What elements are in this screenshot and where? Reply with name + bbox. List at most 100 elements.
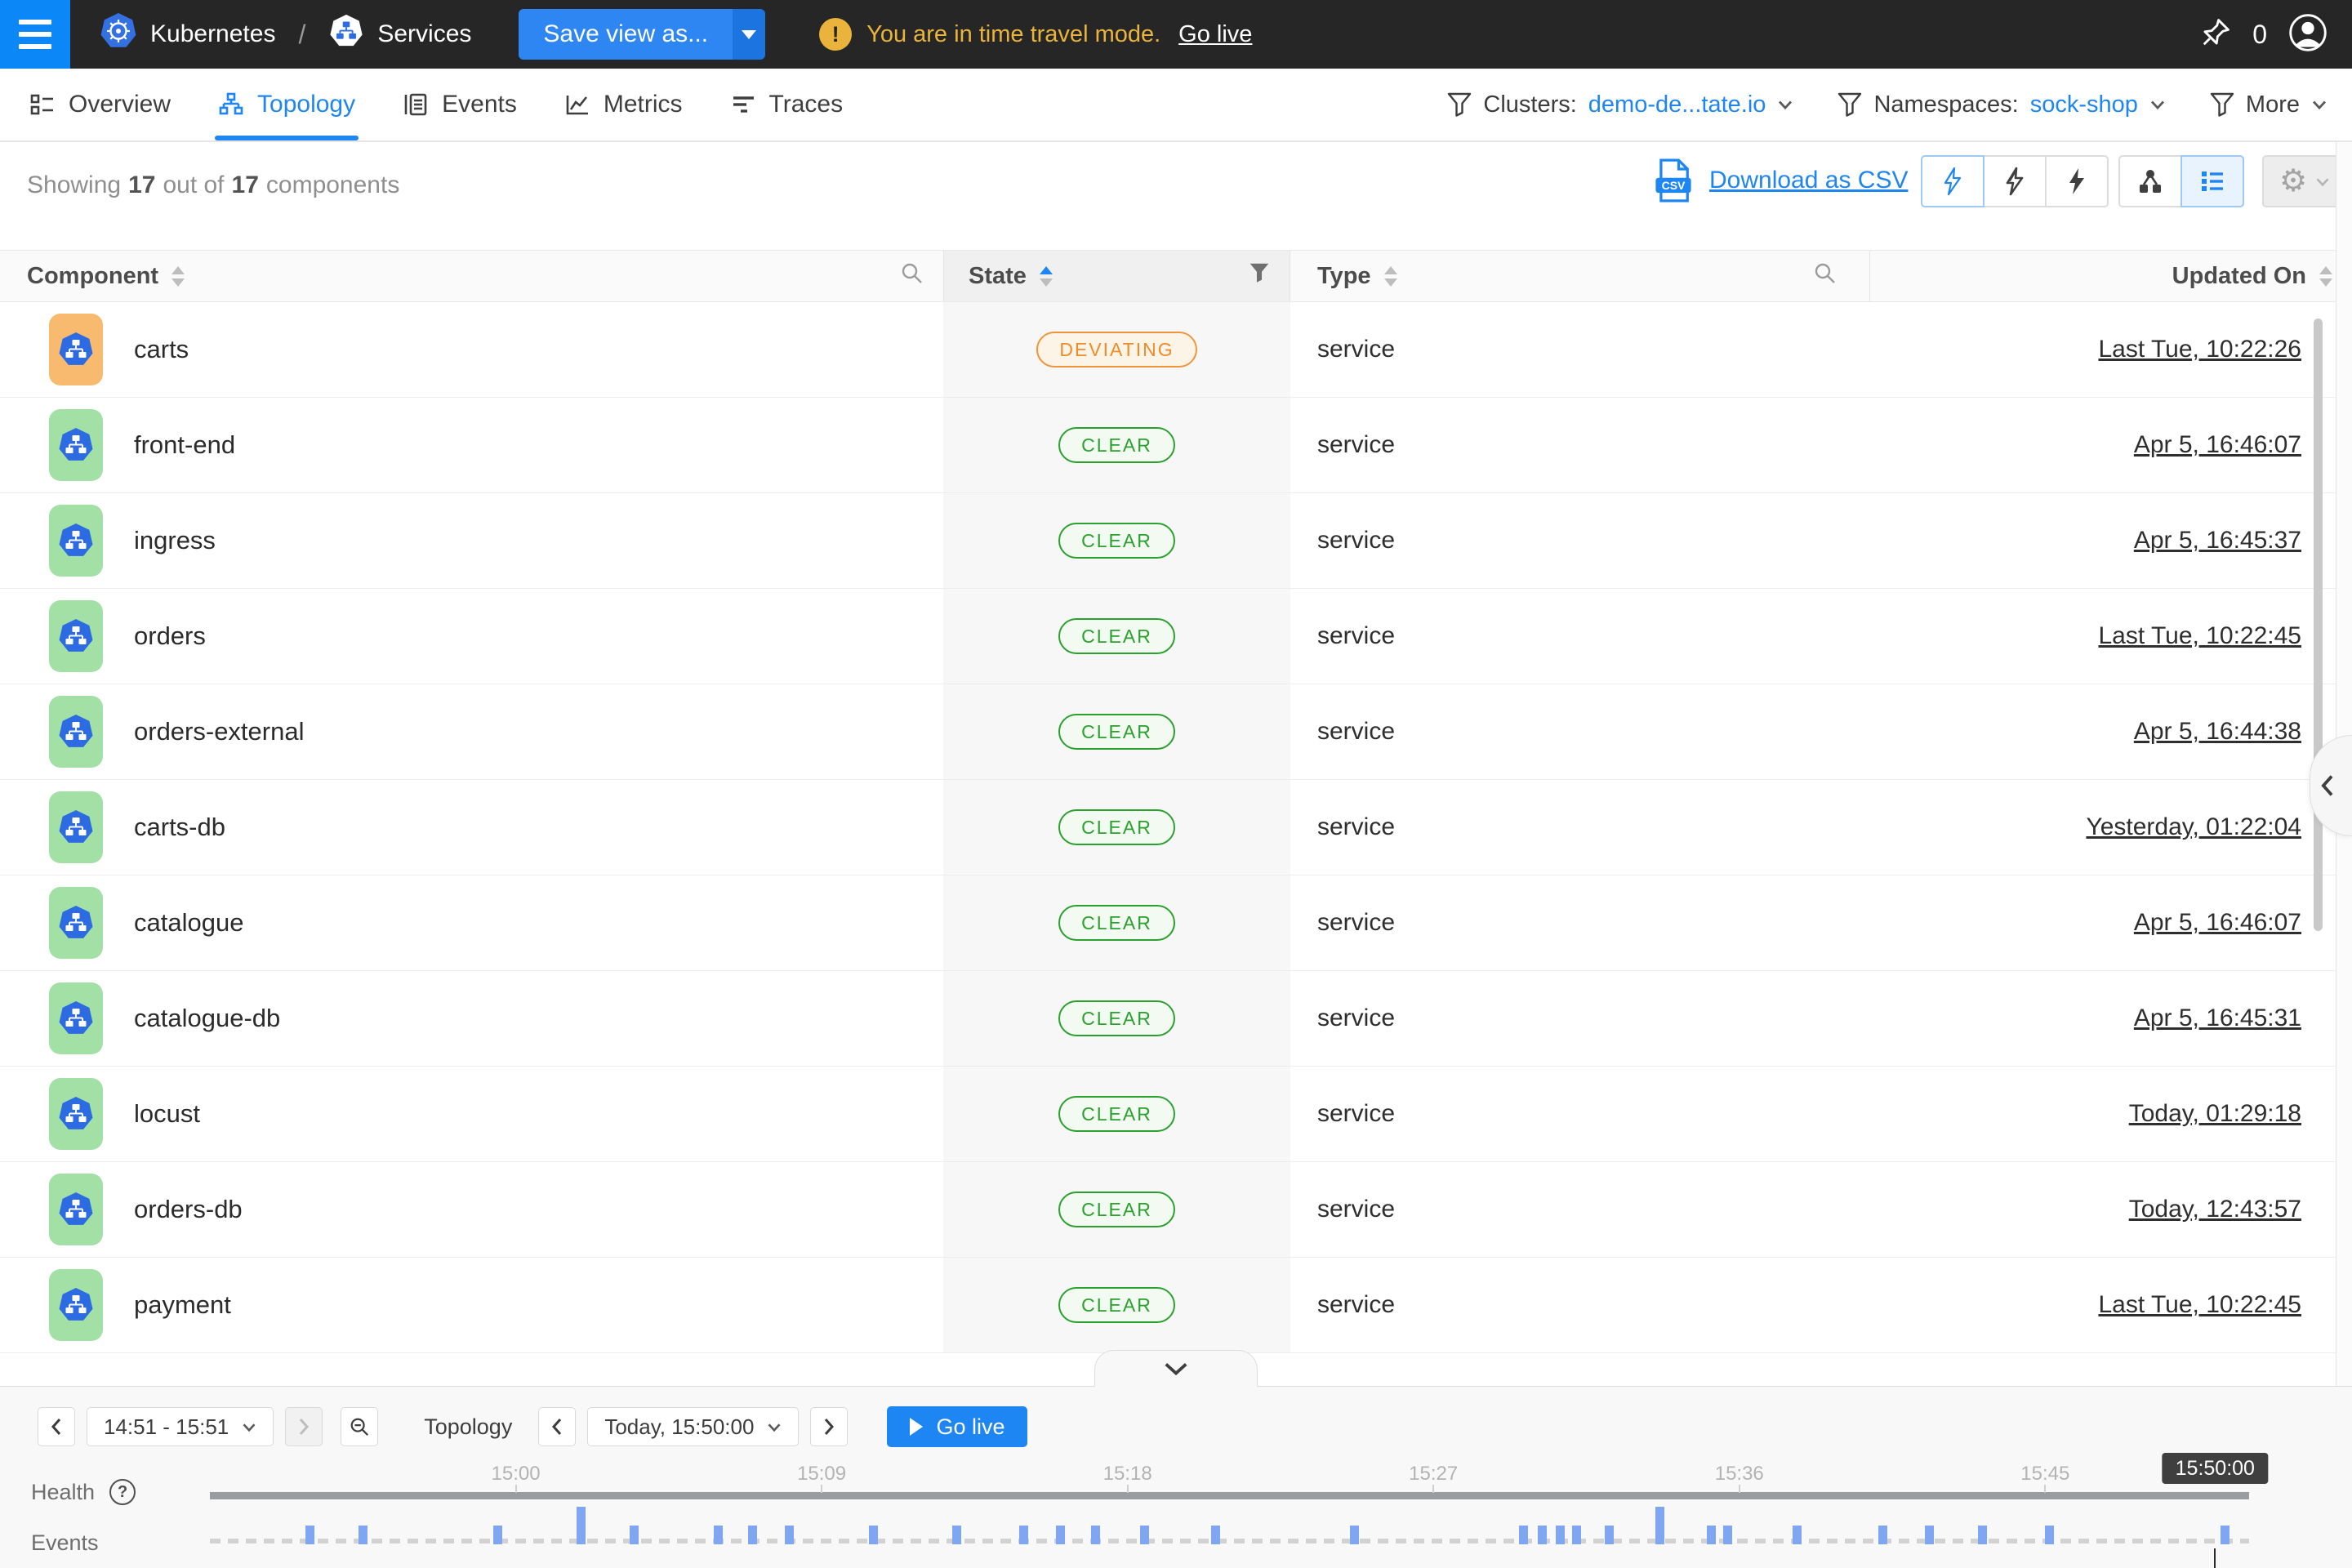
timeline-controls: 14:51 - 15:51 Topology Today, 15:50:00 xyxy=(38,1406,1028,1447)
table-row[interactable]: front-end CLEAR service Apr 5, 16:46:07 xyxy=(0,398,2352,493)
table-row[interactable]: orders-external CLEAR service Apr 5, 16:… xyxy=(0,684,2352,780)
updated-on-link[interactable]: Apr 5, 16:44:38 xyxy=(2133,718,2301,745)
service-component-icon xyxy=(49,1078,103,1150)
health-timeline-bar[interactable] xyxy=(210,1492,2249,1499)
component-name[interactable]: catalogue-db xyxy=(134,1004,281,1032)
health-filter-critical-button[interactable] xyxy=(2045,155,2109,207)
component-name[interactable]: payment xyxy=(134,1290,231,1319)
table-row[interactable]: carts DEVIATING service Last Tue, 10:22:… xyxy=(0,302,2352,398)
save-view-as-button[interactable]: Save view as... xyxy=(519,9,733,60)
tab-events[interactable]: Events xyxy=(403,69,517,140)
updated-on-link[interactable]: Apr 5, 16:45:37 xyxy=(2133,527,2301,554)
state-cell: DEVIATING xyxy=(943,302,1290,397)
component-name[interactable]: locust xyxy=(134,1099,200,1128)
range-back-button[interactable] xyxy=(38,1407,75,1446)
sort-toggle[interactable] xyxy=(172,265,185,287)
updated-on-link[interactable]: Apr 5, 16:46:07 xyxy=(2133,909,2301,936)
updated-cell: Today, 01:29:18 xyxy=(1870,1067,2352,1161)
tab-traces[interactable]: Traces xyxy=(730,69,843,140)
kubernetes-logo-icon xyxy=(100,12,137,56)
table-body: carts DEVIATING service Last Tue, 10:22:… xyxy=(0,302,2352,1353)
chevron-left-icon xyxy=(2321,775,2333,796)
search-icon[interactable] xyxy=(1812,261,1837,292)
table-row[interactable]: orders CLEAR service Last Tue, 10:22:45 xyxy=(0,589,2352,684)
time-back-button[interactable] xyxy=(538,1407,577,1446)
topology-view-button[interactable] xyxy=(2118,155,2182,207)
go-live-button[interactable]: Go live xyxy=(887,1406,1028,1447)
updated-on-link[interactable]: Today, 01:29:18 xyxy=(2128,1100,2301,1127)
component-name[interactable]: orders xyxy=(134,621,206,650)
vertical-scrollbar[interactable] xyxy=(2314,318,2323,931)
download-csv-link[interactable]: CSV Download as CSV xyxy=(1652,158,1908,203)
column-header-updated-on[interactable]: Updated On xyxy=(1870,251,2352,301)
avatar[interactable] xyxy=(2288,13,2328,56)
time-travel-text: You are in time travel mode. xyxy=(866,20,1161,47)
filter-funnel-filled-icon[interactable] xyxy=(1249,261,1270,291)
column-header-type[interactable]: Type xyxy=(1290,251,1870,301)
type-cell: service xyxy=(1317,1004,1396,1031)
updated-on-link[interactable]: Today, 12:43:57 xyxy=(2128,1196,2301,1223)
list-view-button[interactable] xyxy=(2180,155,2244,207)
component-name[interactable]: carts xyxy=(134,335,189,363)
hamburger-menu-button[interactable] xyxy=(0,0,70,69)
type-cell: service xyxy=(1317,431,1396,458)
search-icon[interactable] xyxy=(899,261,924,292)
tab-overview[interactable]: Overview xyxy=(29,69,171,140)
settings-button[interactable]: ⚙ xyxy=(2262,155,2347,207)
event-bar xyxy=(1211,1526,1221,1544)
component-name[interactable]: ingress xyxy=(134,526,216,555)
zoom-out-button[interactable] xyxy=(341,1407,379,1446)
time-forward-button[interactable] xyxy=(810,1407,849,1446)
component-name[interactable]: front-end xyxy=(134,430,236,459)
column-header-state[interactable]: State xyxy=(943,251,1290,301)
help-icon[interactable]: ? xyxy=(109,1479,136,1505)
go-live-link[interactable]: Go live xyxy=(1178,20,1253,47)
tab-metrics[interactable]: Metrics xyxy=(564,69,683,140)
state-cell: CLEAR xyxy=(943,398,1290,492)
sort-toggle[interactable] xyxy=(1383,265,1397,287)
save-view-as-caret-button[interactable] xyxy=(733,9,766,60)
component-name[interactable]: orders-db xyxy=(134,1195,243,1223)
chevron-down-icon xyxy=(243,1423,256,1432)
table-row[interactable]: ingress CLEAR service Apr 5, 16:45:37 xyxy=(0,493,2352,589)
component-name[interactable]: orders-external xyxy=(134,717,305,746)
updated-cell: Today, 12:43:57 xyxy=(1870,1162,2352,1257)
updated-on-link[interactable]: Last Tue, 10:22:45 xyxy=(2098,1291,2301,1318)
time-range-select[interactable]: 14:51 - 15:51 xyxy=(87,1407,274,1446)
table-row[interactable]: locust CLEAR service Today, 01:29:18 xyxy=(0,1067,2352,1162)
column-header-component[interactable]: Component xyxy=(0,251,943,301)
chevron-down-icon xyxy=(1779,100,1793,110)
updated-on-link[interactable]: Yesterday, 01:22:04 xyxy=(2086,813,2301,840)
health-filter-deviating-button[interactable] xyxy=(1983,155,2047,207)
filter-clusters[interactable]: Clusters: demo-de...tate.io xyxy=(1447,91,1793,118)
state-badge: DEVIATING xyxy=(1036,332,1197,368)
filter-more[interactable]: More xyxy=(2210,91,2328,118)
table-row[interactable]: orders-db CLEAR service Today, 12:43:57 xyxy=(0,1162,2352,1258)
event-bar xyxy=(359,1526,368,1544)
updated-on-link[interactable]: Apr 5, 16:46:07 xyxy=(2133,431,2301,458)
updated-on-link[interactable]: Apr 5, 16:45:31 xyxy=(2133,1004,2301,1031)
events-timeline-track[interactable] xyxy=(210,1539,2249,1544)
component-name[interactable]: catalogue xyxy=(134,908,244,937)
tab-topology[interactable]: Topology xyxy=(215,69,359,140)
breadcrumb-kubernetes[interactable]: Kubernetes xyxy=(100,12,275,56)
breadcrumb-kubernetes-label: Kubernetes xyxy=(150,20,276,47)
health-filter-all-button[interactable] xyxy=(1921,155,1984,207)
filter-namespaces[interactable]: Namespaces: sock-shop xyxy=(1838,91,2165,118)
table-row[interactable]: carts-db CLEAR service Yesterday, 01:22:… xyxy=(0,780,2352,875)
table-row[interactable]: payment CLEAR service Last Tue, 10:22:45 xyxy=(0,1258,2352,1353)
table-row[interactable]: catalogue-db CLEAR service Apr 5, 16:45:… xyxy=(0,971,2352,1067)
table-row[interactable]: catalogue CLEAR service Apr 5, 16:46:07 xyxy=(0,875,2352,971)
breadcrumb-services[interactable]: Services xyxy=(328,12,471,56)
pin-icon[interactable] xyxy=(2200,17,2231,52)
updated-on-link[interactable]: Last Tue, 10:22:45 xyxy=(2098,622,2301,649)
datetime-select[interactable]: Today, 15:50:00 xyxy=(587,1407,800,1446)
timeline-playhead[interactable]: 15:50:00 xyxy=(2162,1453,2320,1568)
event-bar xyxy=(1019,1526,1029,1544)
component-name[interactable]: carts-db xyxy=(134,813,225,841)
range-forward-button[interactable] xyxy=(285,1407,323,1446)
collapse-timeline-button[interactable] xyxy=(1094,1350,1258,1387)
sort-toggle-active[interactable] xyxy=(1039,265,1053,287)
sort-toggle[interactable] xyxy=(2319,265,2332,287)
updated-on-link[interactable]: Last Tue, 10:22:26 xyxy=(2098,336,2301,363)
